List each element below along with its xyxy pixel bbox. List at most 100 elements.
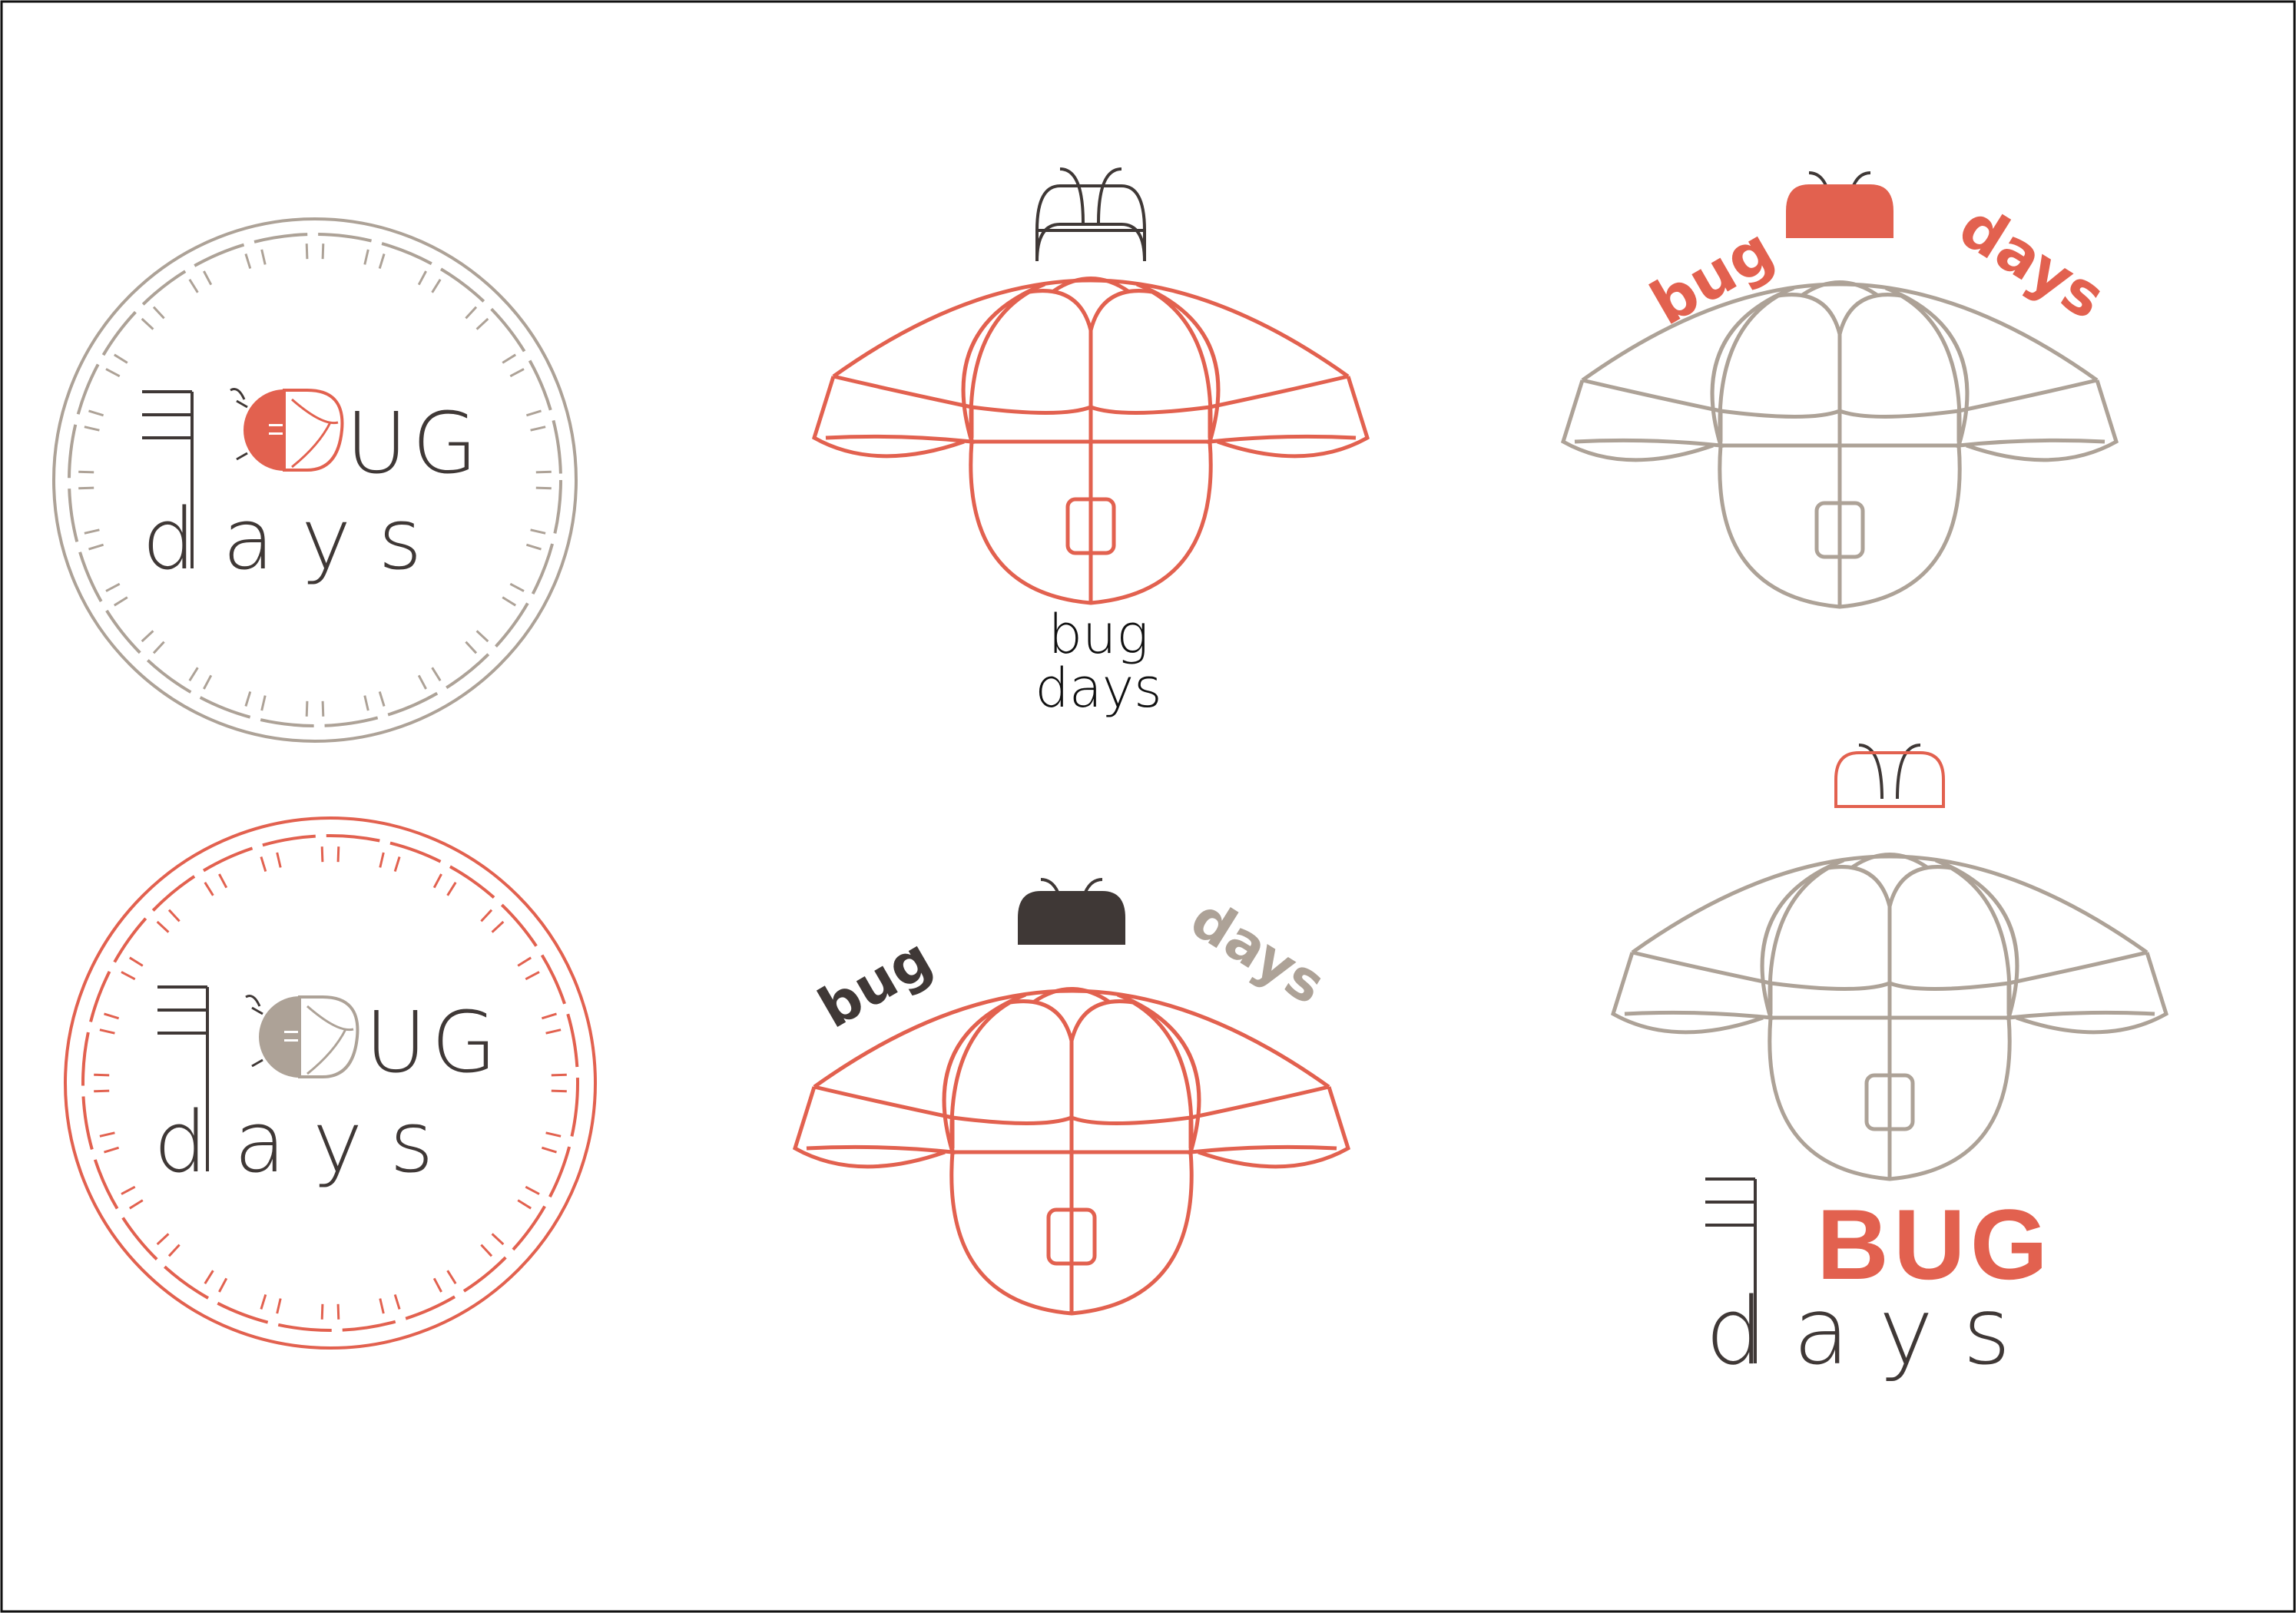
badge-tick <box>541 1012 557 1020</box>
badge-tick <box>104 1146 120 1154</box>
ladybug-icon <box>230 388 344 472</box>
badge-tick <box>276 852 282 868</box>
badge-tick <box>167 1244 181 1257</box>
badge-tick <box>204 882 214 896</box>
badge-tick <box>114 353 128 364</box>
badge-tick <box>379 852 385 868</box>
badge-tick <box>129 956 144 967</box>
bug-logo-bold: BUG d a y s <box>1613 744 2166 1386</box>
badge-tick <box>363 695 369 711</box>
badge-tick <box>525 409 542 417</box>
badge-tick <box>84 426 100 432</box>
badge-tick <box>305 243 309 260</box>
badge-tick <box>156 920 170 933</box>
badge-tick <box>260 695 267 711</box>
badge-tick <box>525 971 540 981</box>
bug-body-icon <box>1613 855 2166 1180</box>
badge-tick <box>104 1012 120 1020</box>
badge-tick <box>244 691 252 707</box>
badge-word-ug: UG <box>365 993 502 1091</box>
badge-tick <box>530 528 546 535</box>
badge-tick <box>78 486 94 490</box>
badge-inner-ring <box>81 834 579 1332</box>
badge-outer-ring <box>52 217 578 743</box>
badge-tick <box>320 1303 324 1320</box>
badge-tick <box>545 1028 562 1035</box>
badge-tick <box>84 528 100 535</box>
ladybug-icon <box>245 995 359 1078</box>
bug-word-days: days <box>1180 886 1337 1017</box>
badge-tick <box>141 630 154 643</box>
badge-tick <box>336 1303 340 1320</box>
badge-tick <box>465 306 478 320</box>
badge-tick <box>260 856 267 873</box>
bug-body-icon <box>814 279 1367 604</box>
badge-tick <box>121 971 136 981</box>
bug-head-filled <box>1018 891 1125 945</box>
badge-tick <box>417 674 427 690</box>
badge-tick <box>188 279 199 293</box>
badge-outer-ring <box>64 816 597 1350</box>
badge-tick <box>509 582 525 592</box>
badge-tick <box>431 667 442 681</box>
bug-head-outline <box>1834 751 1945 808</box>
badge-tick-marks <box>78 243 552 717</box>
badge-tick-marks <box>94 846 567 1320</box>
bug-word-days: days <box>1035 657 1161 720</box>
badge-tick <box>530 426 546 432</box>
badge-word-days: d a y s <box>142 490 422 588</box>
badge-tick <box>541 1146 557 1154</box>
bug-logo-arched-dark: bug days <box>795 878 1348 1314</box>
badge-tick <box>509 368 525 378</box>
badge-tick <box>141 317 154 330</box>
badge-tick <box>88 543 104 551</box>
badge-tick <box>320 846 324 863</box>
bug-body-icon <box>795 989 1348 1314</box>
badge-tick <box>218 1277 228 1293</box>
badge-tick <box>446 882 457 896</box>
badge-tick <box>491 1233 505 1246</box>
badge-tick <box>417 270 427 286</box>
badge-tick <box>502 353 516 364</box>
badge-tick <box>152 641 165 654</box>
badge-tick <box>446 1270 457 1284</box>
bug-logo-stacked: bug days <box>814 167 1367 720</box>
bug-word-days: d a y s <box>1705 1279 2011 1386</box>
badge-tick <box>121 1185 136 1195</box>
badge-tick <box>465 641 478 654</box>
bug-logo-arched-coral: bug days <box>1563 171 2116 607</box>
badge-tick <box>152 306 165 320</box>
badge-inner-ring <box>68 233 562 727</box>
badge-tick <box>99 1131 115 1138</box>
badge-tick <box>129 1199 144 1210</box>
badge-tick <box>114 596 128 607</box>
badge-logo-taupe: UG d a y s <box>52 217 578 743</box>
badge-tick <box>260 1293 267 1310</box>
badge-tick <box>475 317 489 330</box>
badge-tick <box>105 582 121 592</box>
badge-word-ug: UG <box>346 394 482 492</box>
badge-tick <box>218 873 228 889</box>
badge-tick <box>545 1131 562 1138</box>
badge-tick <box>204 1270 214 1284</box>
badge-tick <box>517 1199 532 1210</box>
badge-tick <box>475 630 489 643</box>
letter-b-stem <box>142 390 194 568</box>
badge-tick <box>393 856 401 873</box>
badge-tick <box>156 1233 170 1246</box>
badge-tick <box>336 846 340 863</box>
badge-tick <box>305 701 309 717</box>
badge-tick <box>432 1277 442 1293</box>
badge-logo-coral: UG d a y s <box>64 816 597 1350</box>
bug-word-bug: BUG <box>1817 1188 2052 1300</box>
badge-tick <box>276 1298 282 1314</box>
badge-tick <box>393 1293 401 1310</box>
badge-tick <box>244 253 252 270</box>
bug-head-outline <box>1035 223 1146 262</box>
badge-tick <box>99 1028 115 1035</box>
badge-tick <box>88 409 104 417</box>
letter-b-stem <box>157 985 209 1171</box>
badge-tick <box>378 691 386 707</box>
